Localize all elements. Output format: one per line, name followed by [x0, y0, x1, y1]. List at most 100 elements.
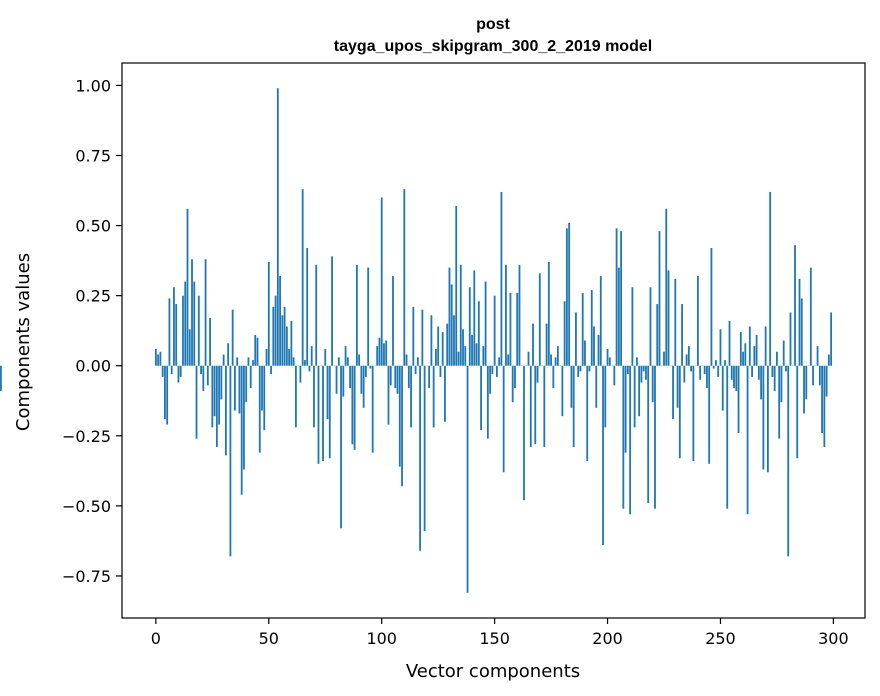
bar-148 — [489, 365, 492, 394]
bar-257 — [735, 365, 738, 391]
bar-71 — [315, 264, 318, 366]
bar-109 — [401, 365, 403, 487]
bar-16 — [191, 259, 193, 366]
bar-268 — [760, 365, 763, 400]
bar-18 — [195, 365, 198, 439]
bar-217 — [645, 365, 647, 380]
bar-19 — [197, 295, 200, 366]
bar-113 — [410, 365, 412, 428]
bar-229 — [672, 365, 674, 419]
bar-130 — [448, 267, 451, 366]
bar-112 — [407, 365, 410, 389]
bar-290 — [809, 267, 812, 366]
bar-14 — [186, 208, 189, 366]
bar-192 — [588, 365, 591, 372]
bar-5 — [166, 365, 169, 425]
bar-95 — [369, 365, 372, 369]
bar-23 — [206, 365, 209, 386]
bar-35 — [234, 365, 236, 411]
bar-145 — [482, 346, 485, 366]
bar-99 — [378, 337, 381, 366]
bar-1 — [157, 354, 160, 366]
bar-125 — [437, 326, 440, 366]
bar-72 — [317, 365, 320, 464]
bar-299 — [830, 312, 833, 366]
bar-105 — [392, 276, 394, 366]
bar-215 — [640, 365, 643, 383]
bar-165 — [527, 351, 530, 366]
bar-166 — [529, 365, 532, 448]
bar-235 — [685, 354, 688, 366]
bar-134 — [457, 351, 460, 366]
bar-240 — [696, 276, 699, 366]
bar-143 — [477, 301, 480, 366]
bar-272 — [769, 191, 772, 366]
bar-129 — [446, 323, 449, 366]
bar-259 — [739, 332, 742, 366]
bar-100 — [380, 197, 383, 366]
bar-212 — [633, 365, 636, 428]
bar-295 — [821, 365, 823, 433]
bar-222 — [656, 304, 659, 366]
y-tick-label: 0.00 — [75, 357, 111, 376]
bar-231 — [676, 365, 679, 408]
y-axis-label: Components values — [13, 253, 34, 431]
bar-204 — [615, 228, 618, 366]
bar-133 — [455, 205, 458, 366]
bar-93 — [365, 365, 367, 377]
bar-44 — [254, 334, 257, 366]
bar-219 — [649, 287, 652, 366]
bar-232 — [678, 365, 681, 459]
bar-32 — [227, 343, 230, 366]
bar-172 — [543, 365, 546, 448]
bar-15 — [188, 329, 191, 366]
bar-176 — [552, 365, 555, 389]
bar-38 — [240, 365, 243, 495]
bar-181 — [563, 301, 566, 366]
bar-118 — [421, 309, 424, 366]
bar-291 — [812, 365, 814, 386]
bar-210 — [629, 365, 632, 515]
bar-283 — [794, 245, 796, 366]
y-axis-ticks: −0.75 −0.50 −0.25 0.00 0.25 0.50 0.75 1.00 — [62, 76, 122, 586]
bar-241 — [699, 365, 702, 380]
bar-277 — [780, 365, 783, 403]
bar-85 — [346, 357, 349, 366]
bar-36 — [236, 357, 239, 366]
bar-211 — [631, 287, 634, 366]
bar-119 — [423, 365, 426, 532]
bar-207 — [622, 365, 625, 509]
bar-101 — [383, 343, 385, 366]
bar-221 — [654, 365, 656, 509]
bar-188 — [579, 365, 582, 372]
bar-37 — [238, 365, 241, 414]
bar-33 — [229, 365, 232, 557]
bar-57 — [283, 306, 286, 366]
bar-107 — [396, 365, 399, 394]
bar-262 — [746, 365, 749, 515]
bar-258 — [737, 365, 740, 433]
bar-89 — [355, 264, 358, 366]
bar-249 — [717, 365, 720, 377]
x-tick-label: 50 — [259, 629, 279, 648]
bar-136 — [462, 329, 464, 366]
bar-186 — [575, 312, 577, 366]
bar-91 — [360, 365, 363, 394]
bar-56 — [281, 315, 284, 366]
x-tick-label: 300 — [818, 629, 849, 648]
y-tick-label: −0.50 — [62, 497, 111, 516]
bar-216 — [642, 365, 645, 372]
bar-81 — [337, 357, 340, 366]
bar-111 — [405, 354, 408, 366]
bar-31 — [224, 365, 227, 456]
bar-209 — [626, 365, 629, 375]
bar-182 — [565, 228, 568, 366]
bar-293 — [816, 346, 819, 366]
bar-54 — [276, 88, 279, 366]
bar-158 — [511, 365, 514, 403]
bar-40 — [245, 365, 248, 403]
bar-265 — [753, 346, 756, 366]
bar-11 — [179, 365, 182, 377]
bar-46 — [258, 365, 261, 453]
bar-151 — [495, 365, 498, 377]
